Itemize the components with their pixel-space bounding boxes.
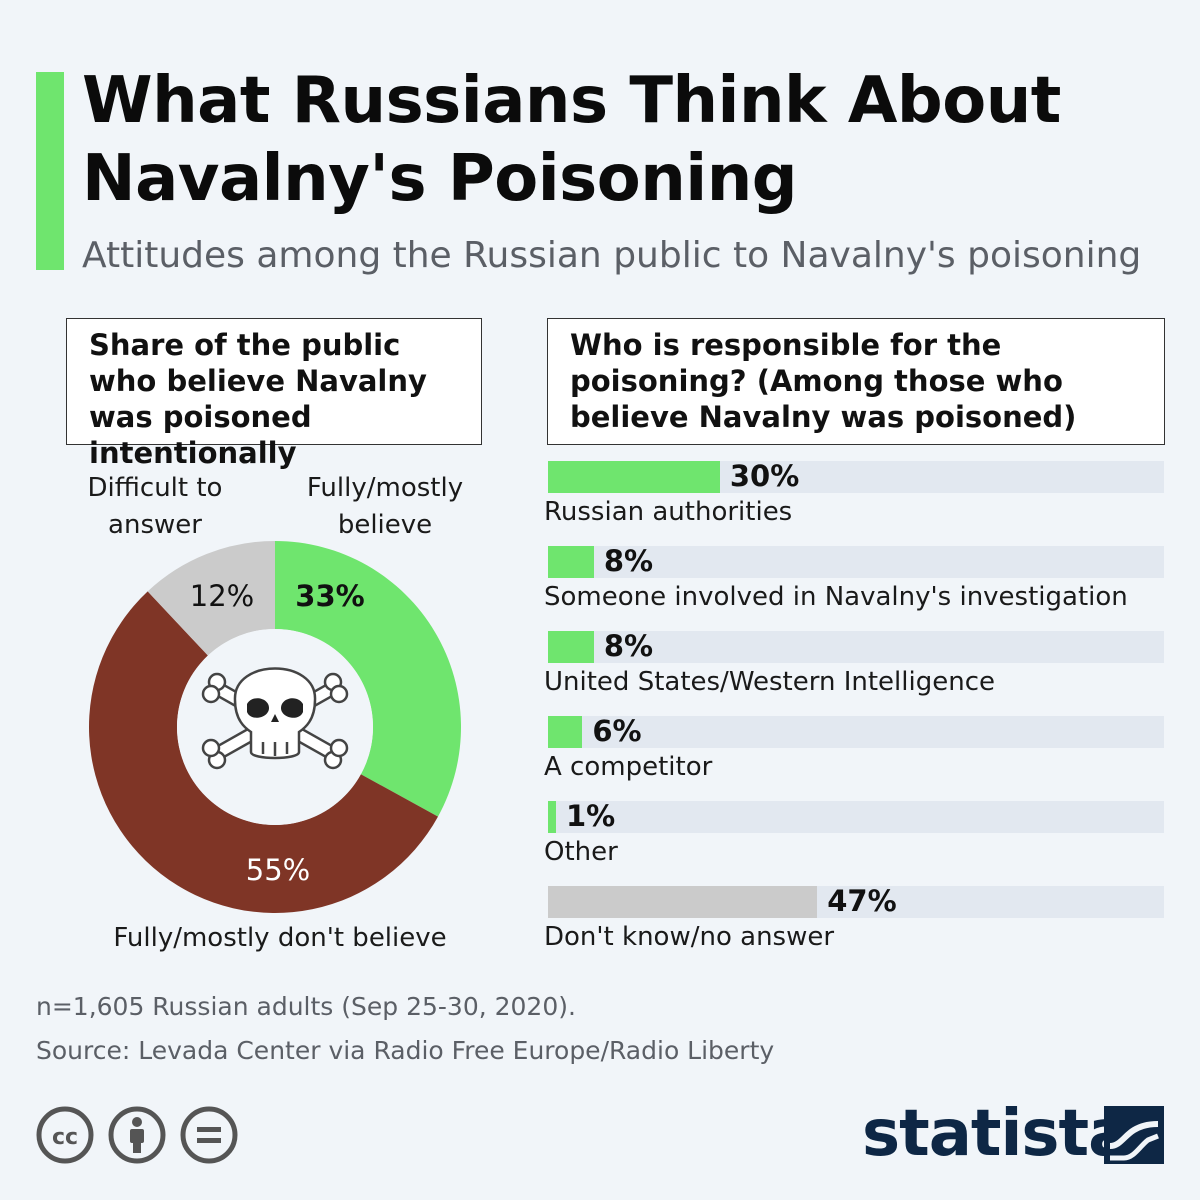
bar-category-label: United States/Western Intelligence — [544, 667, 995, 697]
bar-value-label: 30% — [729, 459, 800, 493]
bar-value-label: 8% — [603, 629, 654, 663]
donut-legend-difficult: Difficult to answer — [87, 473, 223, 540]
donut-legend-believe: Fully/mostly believe — [306, 473, 464, 540]
bar-track — [548, 716, 1164, 748]
bar-value-label: 1% — [566, 799, 616, 833]
bar-category-label: Russian authorities — [544, 497, 793, 527]
bar — [548, 716, 583, 748]
bar — [548, 631, 594, 663]
donut-slice-0 — [275, 541, 462, 817]
bar-category-label: Other — [544, 837, 618, 867]
donut-value-label-1: 55% — [246, 853, 310, 887]
donut-slice-1 — [89, 591, 438, 913]
bar — [548, 546, 594, 578]
bar-track — [548, 801, 1164, 833]
donut-value-label-2: 12% — [190, 579, 254, 613]
source-note: Source: Levada Center via Radio Free Eur… — [36, 1036, 775, 1065]
no-derivatives-icon — [180, 1106, 238, 1164]
statista-logo-icon — [1104, 1106, 1164, 1164]
bar — [548, 886, 818, 918]
donut-value-label-0: 33% — [295, 579, 364, 613]
bar-value-label: 8% — [603, 544, 654, 578]
accent-bar — [36, 72, 64, 270]
svg-text:cc: cc — [52, 1125, 78, 1150]
bar-value-label: 6% — [592, 714, 642, 748]
bar-category-label: A competitor — [544, 752, 713, 782]
bar-category-label: Don't know/no answer — [544, 922, 835, 952]
attribution-icon — [108, 1106, 166, 1164]
statista-brand: statista — [862, 1097, 1131, 1171]
page-title: What Russians Think About Navalny's Pois… — [82, 64, 1061, 216]
bar — [548, 461, 720, 493]
bar-track — [548, 631, 1164, 663]
bar-track — [548, 546, 1164, 578]
left-panel-heading: Share of the public who believe Navalny … — [66, 318, 482, 470]
page-subtitle: Attitudes among the Russian public to Na… — [82, 235, 1142, 276]
right-panel-heading: Who is responsible for the poisoning? (A… — [547, 318, 1165, 445]
sample-note: n=1,605 Russian adults (Sep 25-30, 2020)… — [36, 992, 576, 1021]
skull-crossbones-icon — [201, 667, 349, 770]
donut-chart: 33% 55% 12% — [89, 541, 462, 913]
cc-icon: cc — [36, 1106, 94, 1164]
bar-value-label: 47% — [827, 884, 897, 918]
donut-slice-2 — [147, 541, 275, 656]
bar-category-label: Someone involved in Navalny's investigat… — [544, 582, 1128, 612]
bar — [548, 801, 556, 833]
donut-legend-dont-believe: Fully/mostly don't believe — [113, 923, 447, 953]
